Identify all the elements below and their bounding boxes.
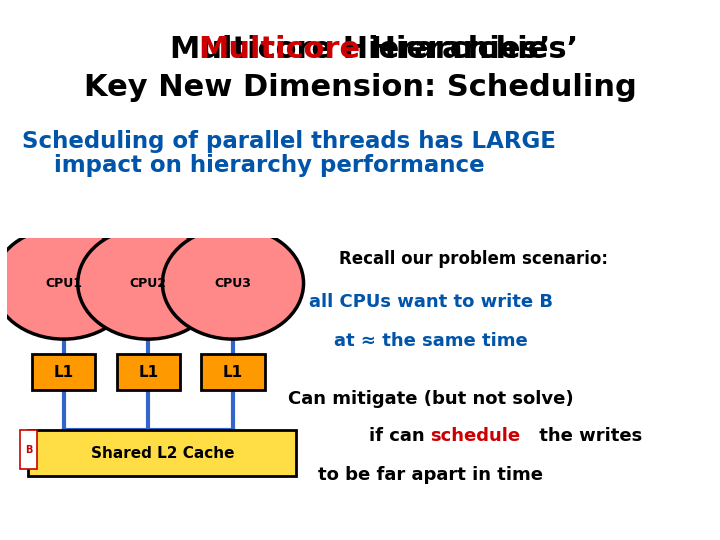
FancyBboxPatch shape <box>32 354 95 390</box>
Text: Multicore Hierarchies’: Multicore Hierarchies’ <box>170 35 550 64</box>
FancyBboxPatch shape <box>117 354 180 390</box>
Text: Multicore: Multicore <box>198 35 360 64</box>
Text: Shared L2 Cache: Shared L2 Cache <box>91 446 234 461</box>
Text: Big Data: Scale Down, Scale Up, Scale Out: Big Data: Scale Down, Scale Up, Scale Ou… <box>12 512 249 522</box>
Text: Can mitigate (but not solve): Can mitigate (but not solve) <box>288 390 573 408</box>
Text: CPU2: CPU2 <box>130 277 167 290</box>
Ellipse shape <box>78 227 219 339</box>
FancyBboxPatch shape <box>201 354 265 390</box>
Text: all CPUs want to write B: all CPUs want to write B <box>309 293 552 312</box>
Ellipse shape <box>0 227 134 339</box>
Text: schedule: schedule <box>431 427 521 444</box>
Text: Scheduling of parallel threads has LARGE: Scheduling of parallel threads has LARGE <box>22 130 555 153</box>
Text: Hierarchies’: Hierarchies’ <box>360 35 578 64</box>
Text: CPU1: CPU1 <box>45 277 82 290</box>
Text: L1: L1 <box>138 364 158 380</box>
Text: the writes: the writes <box>533 427 642 444</box>
Ellipse shape <box>163 227 304 339</box>
Text: 22: 22 <box>694 512 708 522</box>
FancyBboxPatch shape <box>19 430 37 469</box>
Text: B: B <box>24 444 32 455</box>
Text: Key New Dimension: Scheduling: Key New Dimension: Scheduling <box>84 73 636 102</box>
FancyBboxPatch shape <box>28 430 297 476</box>
Text: L1: L1 <box>223 364 243 380</box>
Text: Recall our problem scenario:: Recall our problem scenario: <box>339 251 608 268</box>
Text: CPU3: CPU3 <box>215 277 251 290</box>
Text: L1: L1 <box>53 364 73 380</box>
Text: at ≈ the same time: at ≈ the same time <box>333 332 528 349</box>
Text: impact on hierarchy performance: impact on hierarchy performance <box>22 154 485 177</box>
Text: if can: if can <box>369 427 431 444</box>
Text: to be far apart in time: to be far apart in time <box>318 466 543 484</box>
Text: © Phillip B. Gibbons: © Phillip B. Gibbons <box>620 512 720 522</box>
